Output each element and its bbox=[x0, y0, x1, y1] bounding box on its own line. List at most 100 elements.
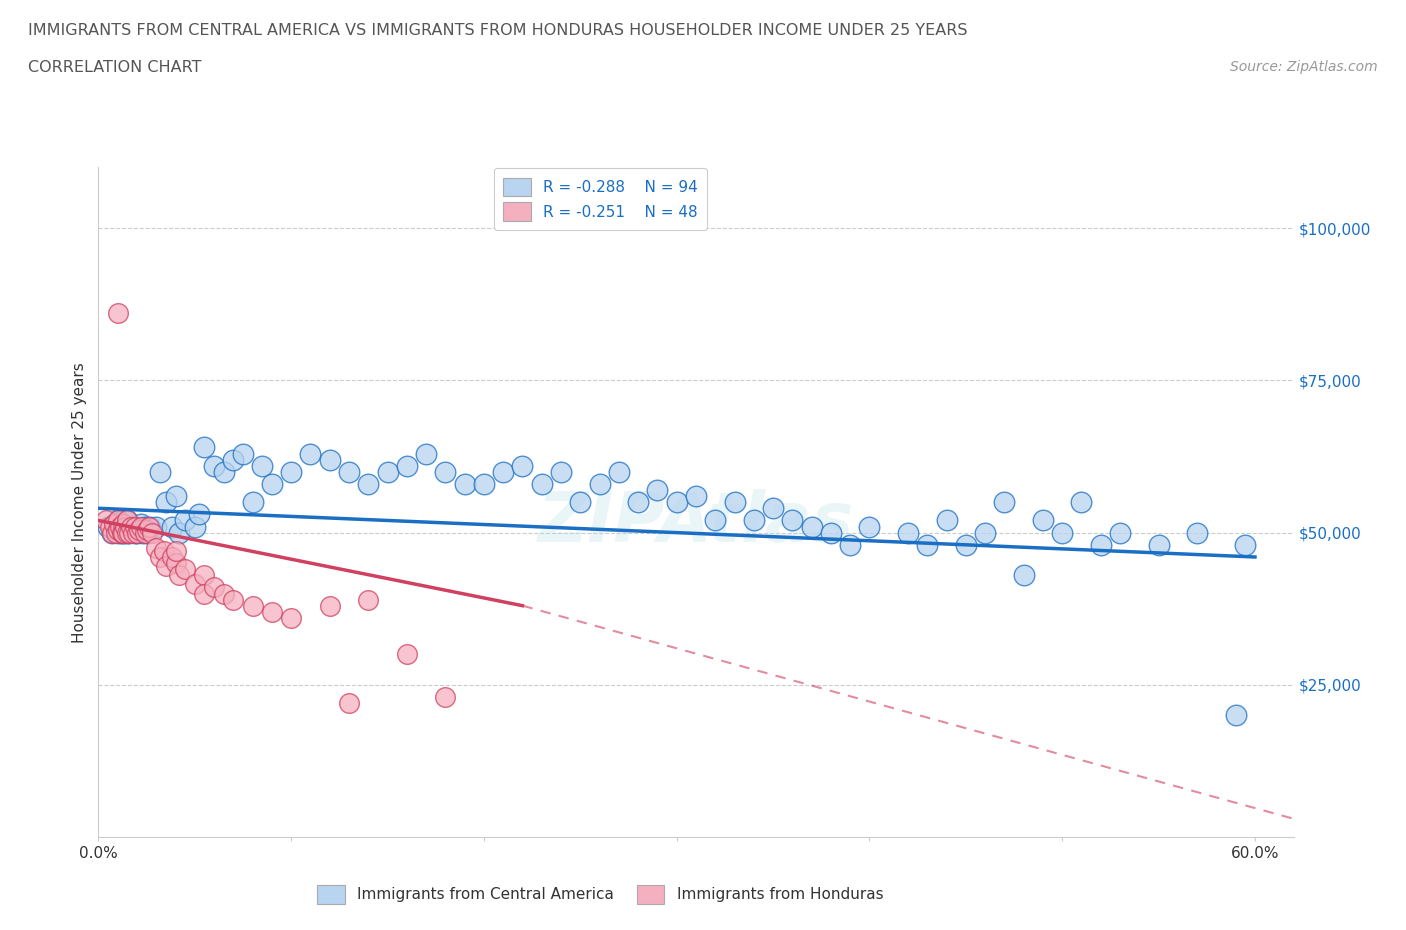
Text: Source: ZipAtlas.com: Source: ZipAtlas.com bbox=[1230, 60, 1378, 74]
Point bbox=[107, 525, 129, 540]
Point bbox=[149, 464, 172, 479]
Point bbox=[117, 513, 139, 528]
Point bbox=[1234, 538, 1257, 552]
Point bbox=[174, 562, 197, 577]
Text: ZIPAtlas: ZIPAtlas bbox=[538, 489, 853, 556]
Point bbox=[114, 519, 136, 534]
Point bbox=[193, 568, 215, 583]
Point bbox=[1070, 495, 1092, 510]
Point bbox=[128, 522, 150, 537]
Point bbox=[110, 516, 132, 531]
Point bbox=[135, 522, 157, 537]
Point bbox=[165, 488, 187, 503]
Point bbox=[107, 519, 129, 534]
Point bbox=[212, 464, 235, 479]
Legend: Immigrants from Central America, Immigrants from Honduras: Immigrants from Central America, Immigra… bbox=[311, 879, 890, 910]
Point bbox=[120, 519, 142, 534]
Point bbox=[1185, 525, 1208, 540]
Point bbox=[128, 522, 150, 537]
Point bbox=[357, 592, 380, 607]
Point bbox=[103, 516, 125, 531]
Point bbox=[101, 525, 124, 540]
Point bbox=[117, 525, 139, 540]
Point bbox=[193, 586, 215, 601]
Point bbox=[118, 525, 141, 540]
Point bbox=[202, 458, 225, 473]
Point bbox=[723, 495, 745, 510]
Point bbox=[104, 525, 127, 540]
Point bbox=[124, 525, 146, 540]
Point bbox=[242, 495, 264, 510]
Point bbox=[993, 495, 1015, 510]
Point bbox=[627, 495, 650, 510]
Point bbox=[453, 476, 475, 491]
Point bbox=[232, 446, 254, 461]
Point bbox=[212, 586, 235, 601]
Point bbox=[260, 476, 283, 491]
Point bbox=[858, 519, 880, 534]
Point bbox=[155, 559, 177, 574]
Point bbox=[280, 464, 302, 479]
Point bbox=[97, 519, 120, 534]
Point bbox=[242, 598, 264, 613]
Point bbox=[839, 538, 862, 552]
Point bbox=[665, 495, 688, 510]
Point bbox=[132, 525, 155, 540]
Point bbox=[117, 525, 139, 540]
Point bbox=[415, 446, 437, 461]
Point bbox=[125, 525, 148, 540]
Point bbox=[153, 543, 176, 558]
Point bbox=[169, 525, 191, 540]
Point bbox=[1012, 568, 1035, 583]
Point bbox=[112, 525, 135, 540]
Point bbox=[110, 525, 132, 540]
Point bbox=[222, 452, 245, 467]
Point bbox=[149, 550, 172, 565]
Point bbox=[1090, 538, 1112, 552]
Point bbox=[492, 464, 515, 479]
Point bbox=[395, 647, 418, 662]
Point bbox=[1050, 525, 1073, 540]
Point bbox=[107, 513, 129, 528]
Point bbox=[98, 519, 121, 534]
Point bbox=[145, 540, 167, 555]
Point bbox=[187, 507, 209, 522]
Point bbox=[202, 580, 225, 595]
Point bbox=[124, 519, 146, 534]
Point bbox=[1032, 513, 1054, 528]
Point bbox=[1109, 525, 1132, 540]
Point bbox=[299, 446, 322, 461]
Y-axis label: Householder Income Under 25 years: Householder Income Under 25 years bbox=[72, 362, 87, 643]
Point bbox=[762, 501, 785, 516]
Point bbox=[955, 538, 977, 552]
Point bbox=[122, 525, 145, 540]
Point bbox=[104, 522, 127, 537]
Point bbox=[138, 522, 160, 537]
Point bbox=[742, 513, 765, 528]
Point bbox=[222, 592, 245, 607]
Point bbox=[1147, 538, 1170, 552]
Point bbox=[974, 525, 997, 540]
Point bbox=[280, 610, 302, 625]
Point bbox=[122, 519, 145, 534]
Point bbox=[129, 519, 152, 534]
Point bbox=[114, 519, 136, 534]
Point bbox=[160, 519, 183, 534]
Point bbox=[917, 538, 939, 552]
Point bbox=[252, 458, 274, 473]
Point bbox=[165, 543, 187, 558]
Point bbox=[395, 458, 418, 473]
Point bbox=[337, 464, 360, 479]
Point bbox=[125, 525, 148, 540]
Point bbox=[685, 488, 707, 503]
Point bbox=[160, 550, 183, 565]
Point bbox=[935, 513, 957, 528]
Point bbox=[782, 513, 804, 528]
Point bbox=[94, 513, 117, 528]
Point bbox=[122, 522, 145, 537]
Point bbox=[120, 519, 142, 534]
Point bbox=[138, 519, 160, 534]
Point bbox=[134, 519, 156, 534]
Text: CORRELATION CHART: CORRELATION CHART bbox=[28, 60, 201, 75]
Point bbox=[118, 525, 141, 540]
